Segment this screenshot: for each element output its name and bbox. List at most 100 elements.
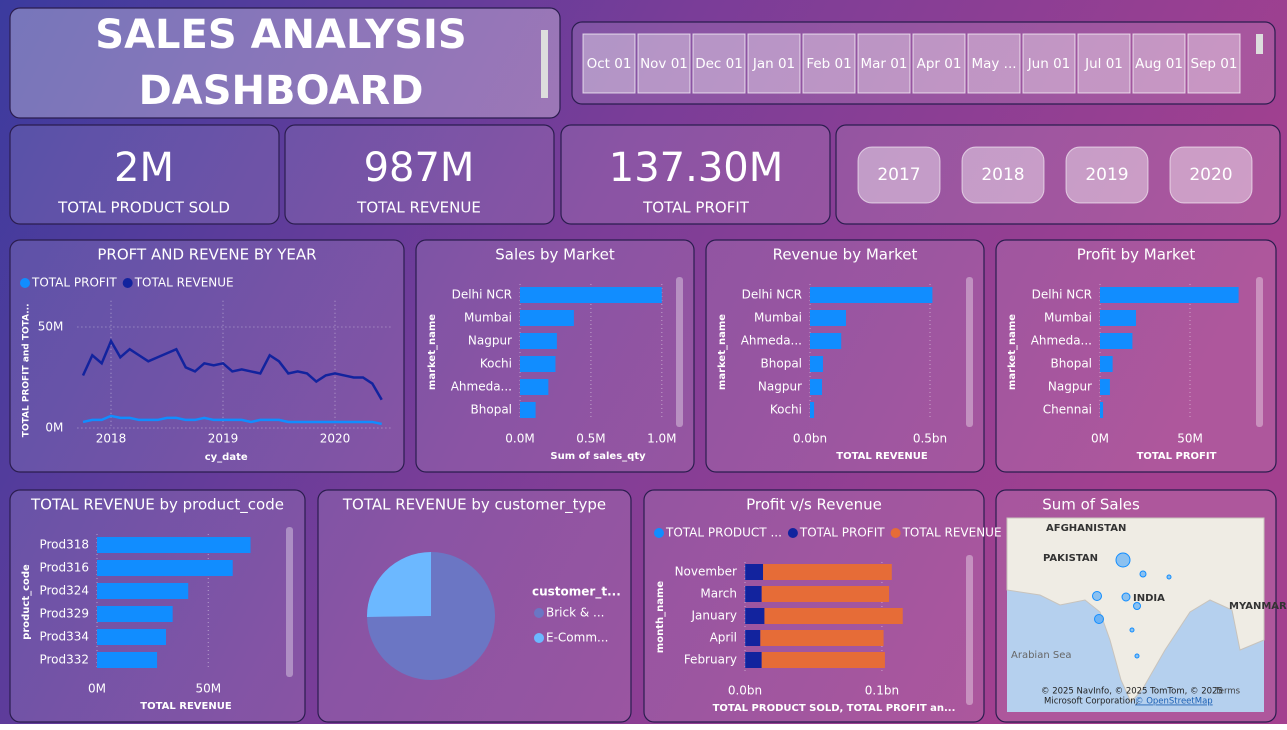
- month-button[interactable]: [857, 33, 911, 94]
- y-tick-label: Chennai: [1043, 403, 1092, 417]
- map-terms-link[interactable]: Terms: [1214, 687, 1241, 697]
- month-button[interactable]: [582, 33, 636, 94]
- legend-label: TOTAL PROFIT: [31, 276, 117, 290]
- year-label[interactable]: 2018: [981, 165, 1024, 185]
- x-tick-label: 2018: [96, 432, 127, 446]
- map-label: MYANMAR: [1229, 601, 1287, 612]
- legend-marker: [890, 528, 901, 538]
- month-button[interactable]: [802, 33, 856, 94]
- x-tick-label: 0.0M: [505, 432, 534, 446]
- x-tick-label: 1.0M: [647, 432, 676, 446]
- month-label[interactable]: Aug 01: [1135, 56, 1183, 72]
- month-button[interactable]: [1077, 33, 1131, 94]
- kpi-card: [284, 124, 555, 225]
- chart-title: Profit by Market: [1077, 246, 1196, 264]
- y-tick-label: April: [710, 631, 737, 645]
- kpi-value: 987M: [364, 145, 475, 191]
- x-tick-label: 2019: [208, 432, 239, 446]
- legend-label: E-Comm...: [546, 631, 608, 645]
- y-tick-label: January: [691, 609, 738, 623]
- map-title: Sum of Sales: [1042, 496, 1140, 514]
- map-label: INDIA: [1133, 593, 1165, 604]
- month-label[interactable]: Nov 01: [640, 56, 688, 72]
- bar: [1100, 379, 1110, 395]
- y-axis-label: TOTAL PROFIT and TOTA...: [22, 304, 32, 438]
- year-button[interactable]: [1169, 146, 1253, 204]
- map-attribution-link[interactable]: © OpenStreetMap: [1135, 697, 1213, 707]
- month-label[interactable]: Jun 01: [1027, 56, 1071, 72]
- y-axis-label: market_name: [717, 314, 728, 390]
- y-tick-label: Kochi: [480, 357, 512, 371]
- kpi-card: [9, 124, 280, 225]
- bar-segment: [745, 564, 764, 580]
- bar: [1100, 310, 1136, 326]
- y-axis-label: market_name: [1007, 314, 1018, 390]
- legend-title: customer_t...: [532, 585, 621, 600]
- line-series: [82, 414, 382, 426]
- scrollbar: [286, 527, 293, 677]
- year-label[interactable]: 2019: [1085, 165, 1128, 185]
- month-label[interactable]: Sep 01: [1191, 56, 1238, 72]
- month-label[interactable]: May ...: [971, 56, 1016, 72]
- month-button[interactable]: [637, 33, 691, 94]
- map-bubble: [1134, 653, 1140, 659]
- month-button[interactable]: [692, 33, 746, 94]
- year-button[interactable]: [1065, 146, 1149, 204]
- month-button[interactable]: [1132, 33, 1186, 94]
- month-label[interactable]: Jan 01: [752, 56, 795, 72]
- month-button[interactable]: [1187, 33, 1241, 94]
- map-bubble: [1166, 574, 1172, 580]
- map-attribution: Microsoft Corporation,: [1044, 697, 1138, 707]
- chart-title: Revenue by Market: [773, 246, 918, 264]
- month-label[interactable]: Feb 01: [806, 56, 851, 72]
- bar: [97, 652, 158, 668]
- year-label[interactable]: 2017: [877, 165, 920, 185]
- map-bubbles: [1092, 552, 1172, 659]
- bar-segment: [764, 608, 903, 624]
- y-tick-label: March: [700, 587, 737, 601]
- y-tick-label: November: [675, 565, 737, 579]
- bar: [810, 310, 846, 326]
- chart-panel: [995, 239, 1277, 473]
- bar-segment: [761, 586, 890, 602]
- x-tick-label: 50M: [1177, 432, 1203, 446]
- month-button[interactable]: [747, 33, 801, 94]
- bar: [520, 287, 662, 303]
- year-label[interactable]: 2020: [1189, 165, 1232, 185]
- chart-title: TOTAL REVENUE by customer_type: [342, 496, 606, 515]
- map-bubble: [1094, 614, 1104, 624]
- pie-slice: [367, 552, 431, 618]
- x-tick-label: 0.0bn: [793, 432, 827, 446]
- month-button[interactable]: [967, 33, 1021, 94]
- month-button[interactable]: [912, 33, 966, 94]
- bar: [97, 629, 166, 645]
- x-tick-label: 50M: [195, 682, 221, 696]
- year-button[interactable]: [857, 146, 941, 204]
- month-label[interactable]: Mar 01: [861, 56, 908, 72]
- x-tick-label: 0.1bn: [865, 684, 899, 698]
- month-label[interactable]: Jul 01: [1084, 56, 1123, 72]
- bar: [810, 379, 822, 395]
- year-button[interactable]: [961, 146, 1045, 204]
- legend-marker: [534, 633, 544, 643]
- month-button[interactable]: [1022, 33, 1076, 94]
- kpi-label: TOTAL PRODUCT SOLD: [57, 199, 230, 217]
- bar: [1100, 356, 1113, 372]
- bar: [810, 402, 815, 418]
- x-axis-label: Sum of sales_qty: [550, 451, 646, 462]
- year-slicer-panel: [835, 124, 1281, 225]
- y-tick-label: Prod316: [39, 561, 89, 575]
- legend-marker: [654, 528, 664, 538]
- y-tick-label: Kochi: [770, 403, 802, 417]
- legend-marker: [534, 608, 544, 618]
- y-tick-label: Prod329: [39, 607, 89, 621]
- y-tick-label: 50M: [38, 319, 64, 333]
- x-tick-label: 0.0bn: [728, 684, 762, 698]
- bar-segment: [745, 652, 762, 668]
- bar: [97, 560, 233, 576]
- month-label[interactable]: Oct 01: [587, 56, 632, 72]
- month-label[interactable]: Apr 01: [917, 56, 962, 72]
- kpi-value: 2M: [114, 145, 174, 191]
- month-label[interactable]: Dec 01: [695, 56, 743, 72]
